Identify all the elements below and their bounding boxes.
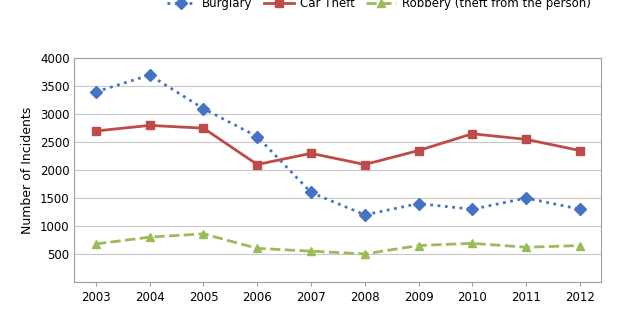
- Legend: Burglary, Car Theft, Robbery (theft from the person): Burglary, Car Theft, Robbery (theft from…: [162, 0, 595, 15]
- Y-axis label: Number of Incidents: Number of Incidents: [21, 107, 34, 234]
